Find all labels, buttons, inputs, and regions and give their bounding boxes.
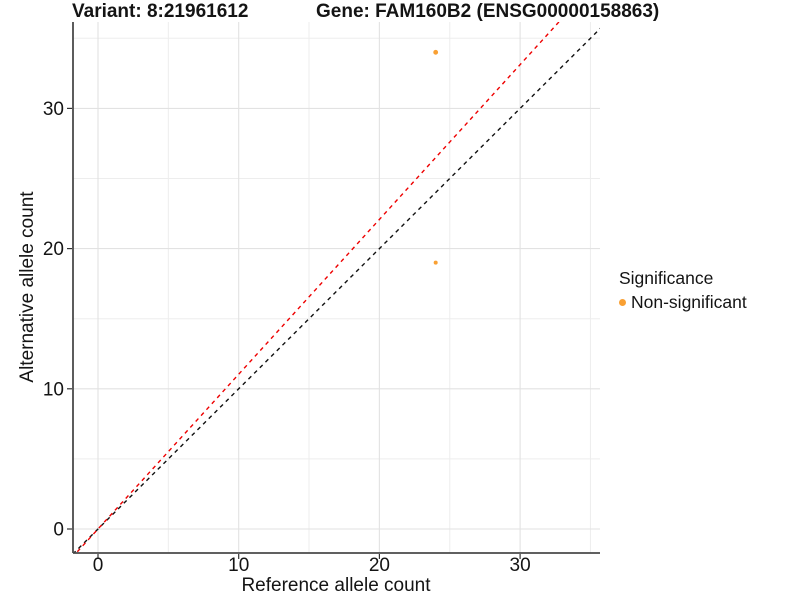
legend-title: Significance xyxy=(619,268,714,288)
y-tick-label: 30 xyxy=(43,99,64,120)
data-point xyxy=(433,260,438,265)
y-tick-label: 10 xyxy=(43,379,64,400)
x-tick-label: 30 xyxy=(510,555,531,576)
y-tick-label: 20 xyxy=(43,239,64,260)
y-tick-label: 0 xyxy=(53,520,64,541)
x-tick-label: 10 xyxy=(228,555,249,576)
identity-line xyxy=(73,27,600,553)
legend-item-label: Non-significant xyxy=(631,292,747,312)
x-tick-label: 0 xyxy=(93,555,104,576)
gene-title: Gene: FAM160B2 (ENSG00000158863) xyxy=(316,1,660,22)
y-axis-title: Alternative allele count xyxy=(17,191,38,383)
legend-item: Non-significant xyxy=(619,292,747,313)
x-tick-label: 20 xyxy=(369,555,390,576)
variant-title: Variant: 8:21961612 xyxy=(72,1,249,22)
legend: Significance Non-significant xyxy=(619,268,747,313)
allelic-ratio-line xyxy=(75,22,560,553)
data-point xyxy=(433,49,439,55)
x-axis-title: Reference allele count xyxy=(241,575,431,596)
legend-point-icon xyxy=(619,299,626,306)
